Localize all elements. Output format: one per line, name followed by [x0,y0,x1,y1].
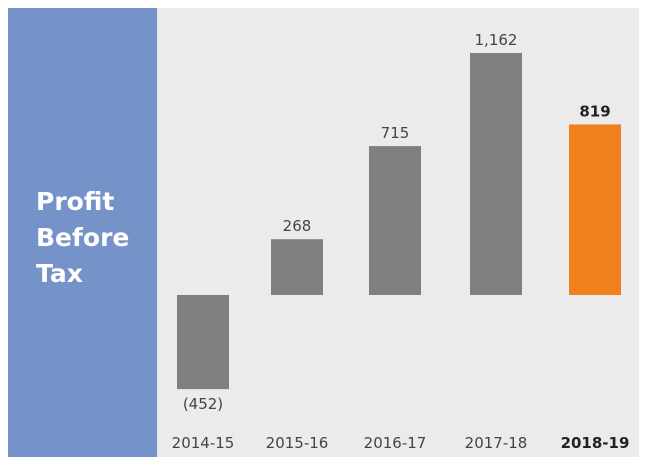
value-label-2015-16: 268 [283,217,312,235]
category-label-2014-15: 2014-15 [172,434,235,452]
value-label-2017-18: 1,162 [475,31,518,49]
category-label-2016-17: 2016-17 [364,434,427,452]
chart-title-line-1: Profit [36,187,115,216]
value-label-2018-19: 819 [579,102,610,120]
bar-2017-18 [470,53,522,295]
value-label-2016-17: 715 [381,124,410,142]
category-label-2015-16: 2015-16 [266,434,329,452]
title-panel: Profit Before Tax [8,8,157,457]
bar-2018-19 [569,124,621,295]
chart-title: Profit Before Tax [36,184,129,292]
bar-2014-15 [177,295,229,390]
chart-title-line-3: Tax [36,259,83,288]
category-label-2017-18: 2017-18 [465,434,528,452]
bar-2015-16 [271,239,323,295]
chart-title-line-2: Before [36,223,130,252]
bar-2016-17 [369,146,421,295]
value-label-2014-15: (452) [183,395,223,413]
category-label-2018-19: 2018-19 [561,434,630,452]
